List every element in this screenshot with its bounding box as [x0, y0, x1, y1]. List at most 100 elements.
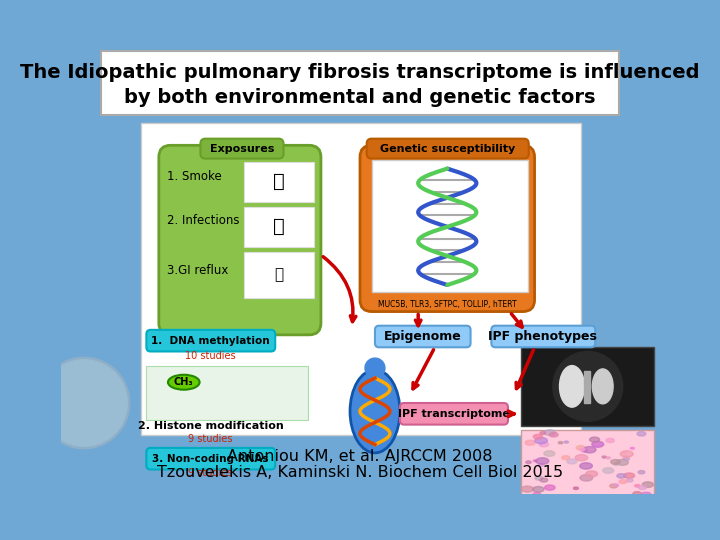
Ellipse shape	[606, 457, 611, 459]
Bar	[243, 207, 315, 247]
Ellipse shape	[539, 442, 549, 447]
Ellipse shape	[534, 460, 537, 462]
Text: 🦠: 🦠	[273, 217, 284, 237]
Ellipse shape	[631, 447, 634, 449]
FancyBboxPatch shape	[375, 326, 471, 347]
Bar	[521, 347, 654, 426]
Text: IPF transcriptome: IPF transcriptome	[398, 409, 510, 419]
Text: 2. Infections: 2. Infections	[167, 214, 240, 227]
Ellipse shape	[626, 453, 631, 455]
Text: by both environmental and genetic factors: by both environmental and genetic factor…	[125, 87, 595, 106]
Bar	[140, 123, 581, 435]
Ellipse shape	[549, 433, 558, 437]
Ellipse shape	[616, 460, 629, 465]
FancyBboxPatch shape	[146, 448, 275, 469]
Ellipse shape	[638, 470, 645, 474]
Ellipse shape	[619, 480, 627, 483]
Ellipse shape	[580, 475, 593, 481]
Ellipse shape	[525, 440, 535, 445]
Ellipse shape	[536, 458, 549, 464]
Ellipse shape	[562, 456, 570, 460]
Ellipse shape	[523, 496, 531, 500]
Circle shape	[38, 357, 130, 449]
Ellipse shape	[521, 486, 534, 492]
Ellipse shape	[539, 463, 544, 467]
Ellipse shape	[573, 497, 585, 504]
Text: CH₃: CH₃	[174, 377, 194, 387]
Ellipse shape	[592, 441, 603, 447]
Ellipse shape	[642, 482, 654, 488]
Text: Antoniou KM, et al. AJRCCM 2008: Antoniou KM, et al. AJRCCM 2008	[228, 449, 492, 464]
Bar	[243, 252, 315, 298]
FancyBboxPatch shape	[146, 330, 275, 352]
Ellipse shape	[573, 487, 578, 489]
Text: 3. Non-coding RNAs: 3. Non-coding RNAs	[152, 454, 269, 464]
Ellipse shape	[639, 485, 647, 490]
Ellipse shape	[624, 457, 629, 461]
Ellipse shape	[611, 460, 621, 464]
Ellipse shape	[534, 434, 542, 439]
Text: IPF phenotypes: IPF phenotypes	[488, 330, 598, 343]
FancyBboxPatch shape	[491, 326, 595, 347]
Ellipse shape	[576, 446, 585, 450]
Text: 2. Histone modification: 2. Histone modification	[138, 421, 283, 431]
Text: Genetic susceptibility: Genetic susceptibility	[379, 144, 515, 154]
Circle shape	[553, 352, 623, 421]
Ellipse shape	[614, 484, 618, 486]
Ellipse shape	[540, 478, 548, 482]
Text: 1. Smoke: 1. Smoke	[167, 171, 222, 184]
Ellipse shape	[583, 447, 596, 453]
Ellipse shape	[585, 471, 598, 477]
Bar	[101, 51, 619, 116]
Text: MUC5B, TLR3, SFTPC, TOLLIP, hTERT: MUC5B, TLR3, SFTPC, TOLLIP, hTERT	[378, 300, 516, 309]
Text: The Idiopathic pulmonary fibrosis transcriptome is influenced: The Idiopathic pulmonary fibrosis transc…	[20, 64, 700, 83]
Ellipse shape	[633, 491, 642, 496]
Ellipse shape	[621, 451, 633, 457]
Ellipse shape	[603, 468, 613, 474]
Ellipse shape	[606, 438, 614, 443]
FancyBboxPatch shape	[400, 403, 508, 424]
Text: Exposures: Exposures	[210, 144, 274, 154]
Ellipse shape	[635, 484, 640, 487]
Ellipse shape	[168, 375, 199, 390]
Ellipse shape	[533, 492, 541, 496]
Text: 🫃: 🫃	[274, 267, 283, 282]
Ellipse shape	[526, 461, 531, 464]
Ellipse shape	[617, 474, 626, 478]
Bar	[584, 372, 590, 403]
Ellipse shape	[579, 448, 585, 450]
Ellipse shape	[624, 473, 634, 478]
Ellipse shape	[544, 451, 555, 456]
Ellipse shape	[559, 366, 585, 407]
Ellipse shape	[540, 431, 546, 435]
Text: 10 studies: 10 studies	[185, 352, 235, 361]
Ellipse shape	[544, 430, 555, 435]
Bar	[146, 366, 308, 420]
FancyBboxPatch shape	[360, 145, 534, 312]
Ellipse shape	[581, 449, 588, 452]
Text: 9 studies: 9 studies	[188, 434, 233, 444]
FancyBboxPatch shape	[200, 139, 284, 159]
Ellipse shape	[641, 492, 652, 497]
FancyBboxPatch shape	[159, 145, 321, 335]
Ellipse shape	[558, 442, 563, 444]
Text: 3.GI reflux: 3.GI reflux	[167, 264, 228, 276]
Bar	[243, 162, 315, 202]
Ellipse shape	[544, 485, 555, 490]
Ellipse shape	[613, 463, 618, 465]
FancyBboxPatch shape	[366, 139, 528, 159]
Text: Epigenome: Epigenome	[384, 330, 462, 343]
Ellipse shape	[590, 437, 600, 442]
Text: 1.  DNA methylation: 1. DNA methylation	[151, 336, 270, 346]
Bar	[521, 430, 654, 504]
Ellipse shape	[637, 431, 646, 436]
Circle shape	[365, 358, 385, 378]
Ellipse shape	[626, 479, 633, 482]
Ellipse shape	[580, 463, 593, 469]
Circle shape	[41, 360, 127, 446]
Text: 🚬: 🚬	[273, 172, 284, 191]
Ellipse shape	[593, 369, 613, 404]
Ellipse shape	[535, 476, 543, 480]
Bar	[372, 160, 528, 292]
Ellipse shape	[564, 441, 569, 443]
